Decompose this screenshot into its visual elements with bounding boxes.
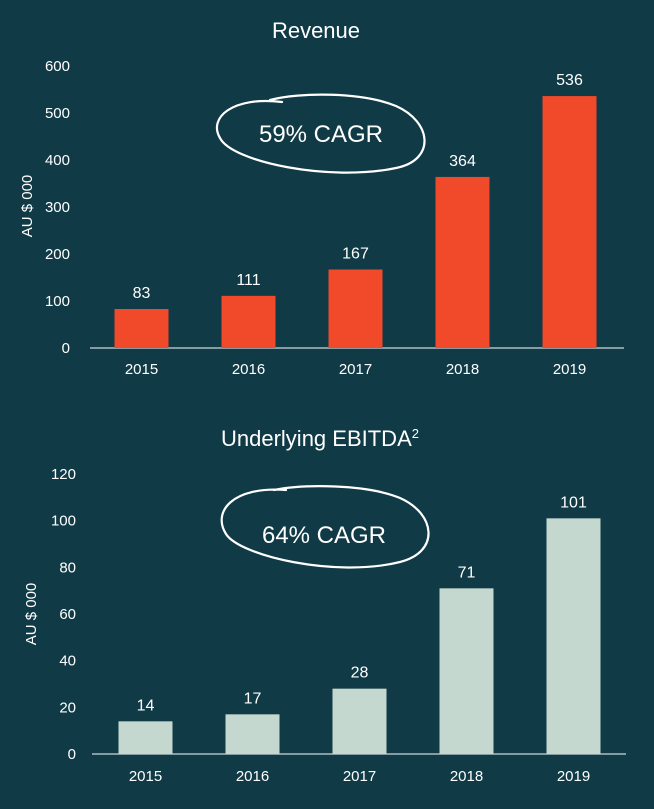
revenue-data-label-2017: 167 [342, 246, 369, 263]
revenue-data-label-2015: 83 [133, 285, 151, 302]
revenue-chart: Revenue AU $ 000 59% CAGR 0 100 200 300 400 5… [19, 18, 624, 378]
ebitda-bar-2019 [546, 518, 601, 754]
revenue-cagr-oval [215, 93, 426, 174]
revenue-x-tick-label-2017: 2017 [339, 361, 372, 378]
revenue-bar-2017 [328, 269, 383, 348]
ebitda-cagr-annotation: 64% CAGR [262, 522, 386, 549]
revenue-bar-2019 [542, 96, 597, 348]
revenue-y-tick-label: 400 [45, 152, 70, 169]
ebitda-data-label-2017: 28 [351, 665, 369, 682]
ebitda-y-tick-label: 80 [59, 559, 76, 576]
ebitda-data-label-2019: 101 [560, 494, 587, 511]
ebitda-y-tick-label: 20 [59, 699, 76, 716]
ebitda-data-label-2018: 71 [458, 564, 476, 581]
ebitda-y-axis-label: AU $ 000 [23, 583, 40, 646]
ebitda-bar-2016 [225, 714, 280, 754]
revenue-bar-2016 [221, 295, 276, 348]
ebitda-y-tick-label: 0 [68, 746, 76, 763]
ebitda-bar-2018 [439, 588, 494, 754]
revenue-chart-title: Revenue [272, 18, 360, 43]
revenue-y-tick-label: 500 [45, 105, 70, 122]
revenue-data-label-2019: 536 [556, 72, 583, 89]
ebitda-y-tick-label: 100 [51, 513, 76, 530]
revenue-bar-2015 [114, 308, 169, 348]
revenue-x-tick-label-2019: 2019 [553, 361, 586, 378]
revenue-y-tick-label: 600 [45, 58, 70, 75]
ebitda-bar-2015 [118, 721, 173, 754]
ebitda-x-tick-label-2017: 2017 [343, 768, 376, 785]
ebitda-x-tick-label-2016: 2016 [236, 768, 269, 785]
revenue-x-tick-label-2018: 2018 [446, 361, 479, 378]
ebitda-bar-2017 [332, 688, 387, 754]
ebitda-y-tick-label: 60 [59, 606, 76, 623]
ebitda-cagr-oval [220, 485, 430, 569]
revenue-data-label-2018: 364 [449, 153, 476, 170]
revenue-y-axis-label: AU $ 000 [19, 175, 36, 238]
revenue-cagr-annotation: 59% CAGR [259, 121, 383, 148]
ebitda-x-tick-label-2015: 2015 [129, 768, 162, 785]
revenue-y-tick-label: 100 [45, 293, 70, 310]
revenue-y-tick-label: 0 [62, 340, 70, 357]
revenue-x-tick-label-2016: 2016 [232, 361, 265, 378]
revenue-x-tick-label-2015: 2015 [125, 361, 158, 378]
ebitda-x-tick-label-2019: 2019 [557, 768, 590, 785]
ebitda-x-tick-label-2018: 2018 [450, 768, 483, 785]
revenue-y-tick-label: 300 [45, 199, 70, 216]
ebitda-data-label-2016: 17 [244, 690, 262, 707]
ebitda-chart: Underlying EBITDA2 AU $ 000 64% CAGR 0 20… [23, 426, 626, 785]
ebitda-y-tick-label: 120 [51, 466, 76, 483]
revenue-data-label-2016: 111 [236, 272, 260, 289]
revenue-bar-2018 [435, 176, 490, 348]
revenue-y-tick-label: 200 [45, 246, 70, 263]
ebitda-data-label-2015: 14 [137, 697, 155, 714]
ebitda-y-tick-label: 40 [59, 653, 76, 670]
ebitda-chart-title: Underlying EBITDA2 [221, 426, 419, 451]
